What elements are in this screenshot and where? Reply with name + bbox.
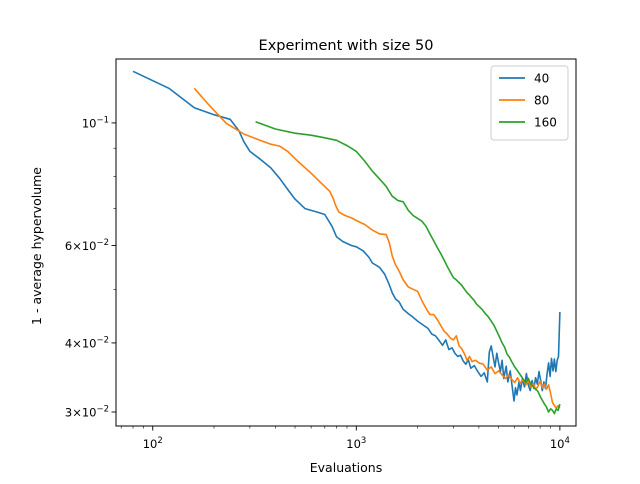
legend-label-40: 40 (534, 72, 549, 86)
axis-ticks: 102 103 104 10−1 6×10−2 4×10−2 3×10−2 (65, 115, 570, 451)
chart-title: Experiment with size 50 (259, 38, 434, 54)
x-tick-label: 102 (143, 436, 163, 451)
y-axis-label: 1 - average hypervolume (29, 167, 44, 325)
x-tick-label: 104 (550, 436, 570, 451)
x-tick-label: 103 (346, 436, 366, 451)
legend: 40 80 160 (490, 65, 569, 141)
y-tick-label: 4×10−2 (65, 335, 109, 350)
x-axis-label: Evaluations (310, 460, 382, 475)
series-line-160 (255, 120, 561, 415)
y-tick-label: 3×10−2 (65, 404, 109, 419)
legend-label-80: 80 (534, 94, 549, 108)
plot-frame (115, 58, 577, 427)
y-tick-label: 6×10−2 (65, 238, 109, 253)
series-line-80 (193, 87, 561, 409)
plot-series (132, 70, 561, 415)
y-tick-label: 10−1 (82, 115, 109, 130)
legend-label-160: 160 (534, 116, 557, 130)
